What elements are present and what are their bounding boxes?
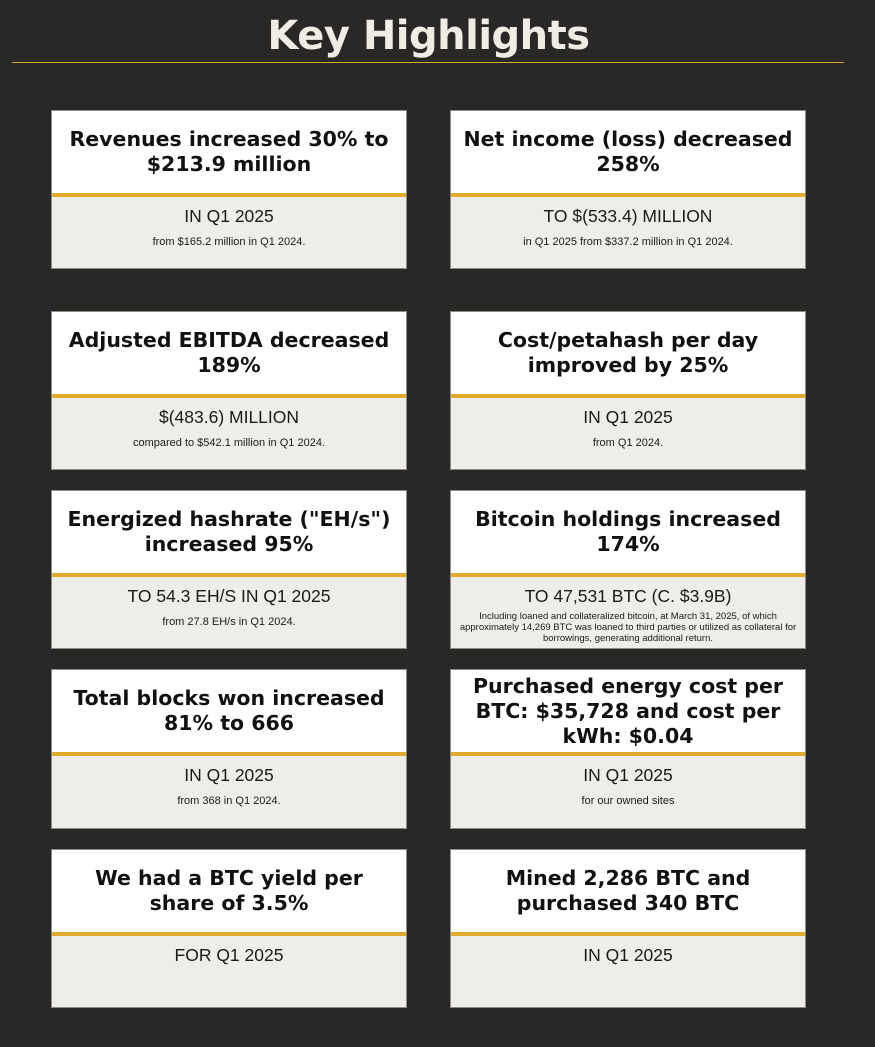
highlight-card-hashrate: Energized hashrate ("EH/s") increased 95… bbox=[51, 490, 407, 649]
card-note: from 368 in Q1 2024. bbox=[177, 795, 281, 807]
card-headline: Cost/petahash per day improved by 25% bbox=[451, 312, 805, 398]
card-headline: Bitcoin holdings increased 174% bbox=[451, 491, 805, 577]
card-main-value: IN Q1 2025 bbox=[583, 407, 673, 427]
page-title: Key Highlights bbox=[267, 13, 590, 59]
card-main-value: IN Q1 2025 bbox=[583, 765, 673, 785]
card-headline: Purchased energy cost per BTC: $35,728 a… bbox=[451, 670, 805, 756]
highlight-card-cost-petahash: Cost/petahash per day improved by 25% IN… bbox=[450, 311, 806, 470]
title-divider bbox=[12, 62, 844, 63]
card-main-value: IN Q1 2025 bbox=[184, 206, 274, 226]
card-note: Including loaned and collateralized bitc… bbox=[459, 611, 797, 644]
card-headline: Revenues increased 30% to $213.9 million bbox=[52, 111, 406, 197]
highlight-card-mined-btc: Mined 2,286 BTC and purchased 340 BTC IN… bbox=[450, 849, 806, 1008]
card-headline: Mined 2,286 BTC and purchased 340 BTC bbox=[451, 850, 805, 936]
card-main-value: FOR Q1 2025 bbox=[174, 945, 284, 965]
card-main-value: TO $(533.4) MILLION bbox=[543, 206, 713, 226]
card-main-value: $(483.6) MILLION bbox=[158, 407, 300, 427]
card-headline: We had a BTC yield per share of 3.5% bbox=[52, 850, 406, 936]
card-main-value: TO 47,531 BTC (C. $3.9B) bbox=[524, 586, 732, 606]
highlight-card-bitcoin-holdings: Bitcoin holdings increased 174% TO 47,53… bbox=[450, 490, 806, 649]
card-note: from $165.2 million in Q1 2024. bbox=[152, 236, 306, 248]
card-headline: Total blocks won increased 81% to 666 bbox=[52, 670, 406, 756]
highlight-card-energy-cost: Purchased energy cost per BTC: $35,728 a… bbox=[450, 669, 806, 829]
card-note: from 27.8 EH/s in Q1 2024. bbox=[162, 616, 296, 628]
highlight-card-adjusted-ebitda: Adjusted EBITDA decreased 189% $(483.6) … bbox=[51, 311, 407, 470]
highlight-card-blocks-won: Total blocks won increased 81% to 666 IN… bbox=[51, 669, 407, 829]
card-headline: Energized hashrate ("EH/s") increased 95… bbox=[52, 491, 406, 577]
highlight-card-btc-yield: We had a BTC yield per share of 3.5% FOR… bbox=[51, 849, 407, 1008]
card-note: compared to $542.1 million in Q1 2024. bbox=[132, 437, 325, 449]
highlight-card-net-income: Net income (loss) decreased 258% TO $(53… bbox=[450, 110, 806, 269]
card-note: for our owned sites bbox=[581, 795, 675, 807]
card-note: in Q1 2025 from $337.2 million in Q1 202… bbox=[523, 236, 733, 248]
card-note: from Q1 2024. bbox=[592, 437, 664, 449]
card-headline: Adjusted EBITDA decreased 189% bbox=[52, 312, 406, 398]
card-main-value: TO 54.3 EH/S IN Q1 2025 bbox=[127, 586, 331, 606]
card-headline: Net income (loss) decreased 258% bbox=[451, 111, 805, 197]
card-main-value: IN Q1 2025 bbox=[184, 765, 274, 785]
card-main-value: IN Q1 2025 bbox=[583, 945, 673, 965]
highlight-card-revenues: Revenues increased 30% to $213.9 million… bbox=[51, 110, 407, 269]
